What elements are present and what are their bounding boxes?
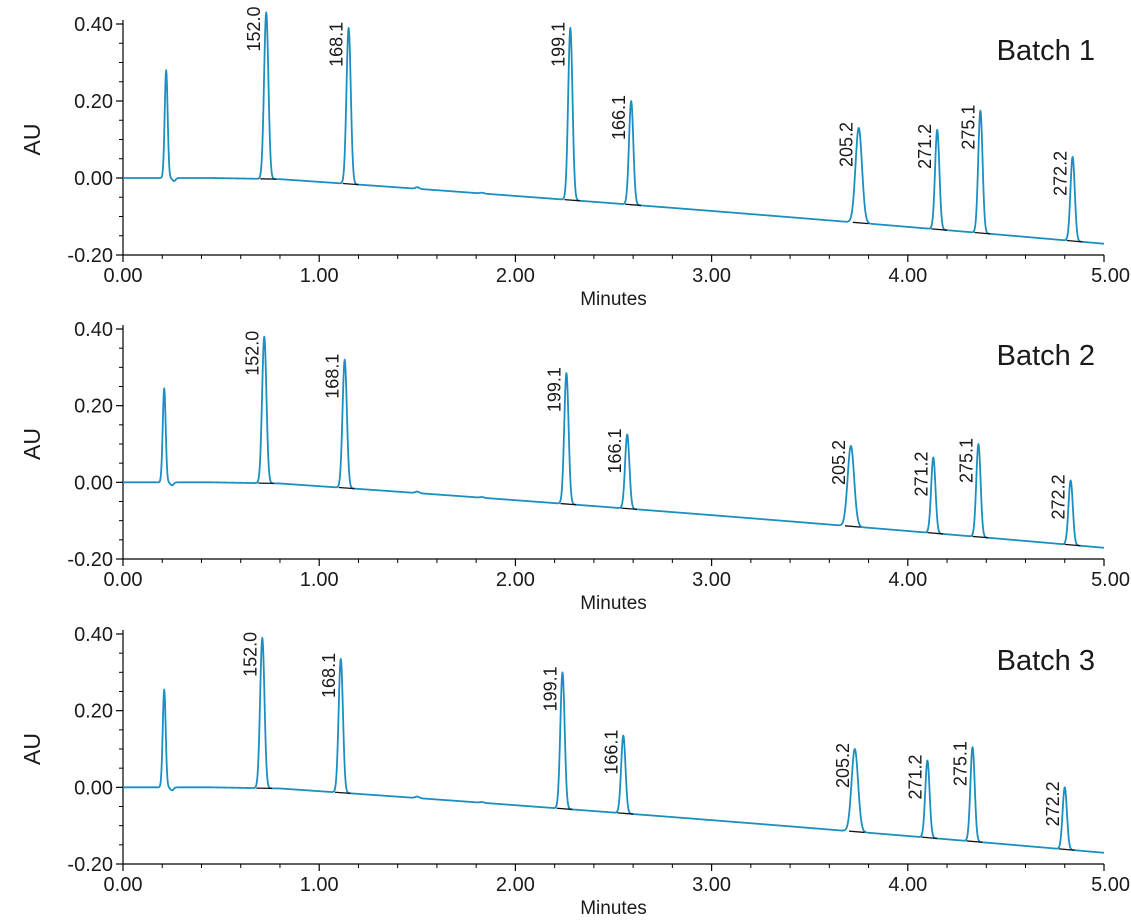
x-tick-label: 1.00 [300,569,339,591]
peak-baseline [927,531,944,535]
x-tick-label: 3.00 [692,874,731,896]
peak-baseline [617,812,634,815]
x-tick-label: 2.00 [496,569,535,591]
peak-baseline [556,807,573,811]
batch-title: Batch 2 [997,340,1095,372]
y-tick-label: 0.20 [74,701,113,723]
y-tick-label: 0.00 [74,168,113,190]
peak-label: 168.1 [323,354,343,399]
peak-label: 166.1 [605,428,625,473]
peak-label: 271.2 [915,124,935,169]
x-tick-label: 1.00 [300,265,339,287]
peak-label: 199.1 [548,22,568,67]
peak-label: 166.1 [601,730,621,775]
y-tick-label: 0.00 [74,472,113,494]
chart-panel-batch-1: -0.200.000.200.400.00 1.00 2.00 3.00 4.00 5.0… [19,6,1130,310]
y-tick-label: 0.40 [74,319,113,341]
peak-label: 275.1 [951,741,971,786]
x-tick-label: 0.00 [104,265,143,287]
peak-baseline [564,198,581,202]
peak-baseline [844,525,861,528]
peak-baseline [1064,543,1081,547]
peak-baseline [338,486,355,490]
peak-baseline [621,507,638,511]
y-axis-title: AU [19,428,45,460]
peak-label: 205.2 [837,122,857,167]
peak-baseline [334,791,351,795]
peak-label: 199.1 [544,367,564,412]
peak-baseline [931,228,948,231]
peak-baseline [921,836,938,840]
peak-label: 152.0 [244,6,264,51]
x-tick-label: 4.00 [888,874,927,896]
x-tick-label: 0.00 [104,874,143,896]
peak-label: 272.2 [1049,474,1069,519]
peak-label: 275.1 [956,438,976,483]
x-tick-label: 3.00 [692,569,731,591]
peak-baseline [1058,848,1075,851]
peak-label: 275.1 [958,105,978,150]
x-tick-label: 4.00 [888,265,927,287]
x-tick-label: 5.00 [1091,569,1130,591]
peak-label: 168.1 [319,653,339,698]
peak-label: 152.0 [240,632,260,677]
x-tick-label: 0.00 [104,569,143,591]
x-tick-label: 1.00 [300,874,339,896]
peak-label: 272.2 [1051,151,1071,196]
peak-label: 168.1 [327,22,347,67]
y-tick-label: -0.20 [67,245,113,267]
peak-baseline [848,830,865,834]
x-tick-label: 2.00 [496,874,535,896]
peak-baseline [972,535,989,539]
chart-panel-batch-2: -0.200.000.200.400.00 1.00 2.00 3.00 4.00 5.0… [19,319,1130,614]
batch-title: Batch 3 [997,645,1095,677]
peak-baseline [625,203,642,207]
peak-baseline [852,221,869,225]
y-tick-label: -0.20 [67,854,113,876]
x-axis-title: Minutes [580,289,647,310]
peak-baseline [966,840,983,843]
x-tick-label: 3.00 [692,265,731,287]
y-axis-title: AU [19,733,45,765]
x-axis-title: Minutes [580,898,647,919]
x-axis-title: Minutes [580,593,647,614]
peak-baseline [342,182,359,186]
y-tick-label: 0.20 [74,396,113,418]
y-tick-label: 0.40 [74,14,113,36]
y-tick-label: 0.40 [74,624,113,646]
y-tick-label: -0.20 [67,549,113,571]
chromatogram-trace [122,11,1105,245]
peak-label: 166.1 [609,95,629,140]
peak-label: 271.2 [911,451,931,496]
batch-title: Batch 1 [997,35,1095,67]
x-tick-label: 5.00 [1091,265,1130,287]
x-tick-label: 2.00 [496,265,535,287]
peak-label: 199.1 [540,666,560,711]
peak-label: 272.2 [1043,781,1063,826]
y-tick-label: 0.00 [74,777,113,799]
x-tick-label: 5.00 [1091,874,1130,896]
chromatogram-trace [122,636,1105,854]
chart-panel-batch-3: -0.200.000.200.400.00 1.00 2.00 3.00 4.00 5.0… [19,624,1130,919]
peak-baseline [560,502,577,506]
peak-label: 152.0 [242,331,262,376]
peak-baseline [1066,239,1083,243]
peak-baseline [974,231,991,235]
x-tick-label: 4.00 [888,569,927,591]
y-tick-label: 0.20 [74,91,113,113]
peak-label: 205.2 [829,440,849,485]
peak-label: 271.2 [905,755,925,800]
y-axis-title: AU [19,124,45,156]
peak-label: 205.2 [833,743,853,788]
